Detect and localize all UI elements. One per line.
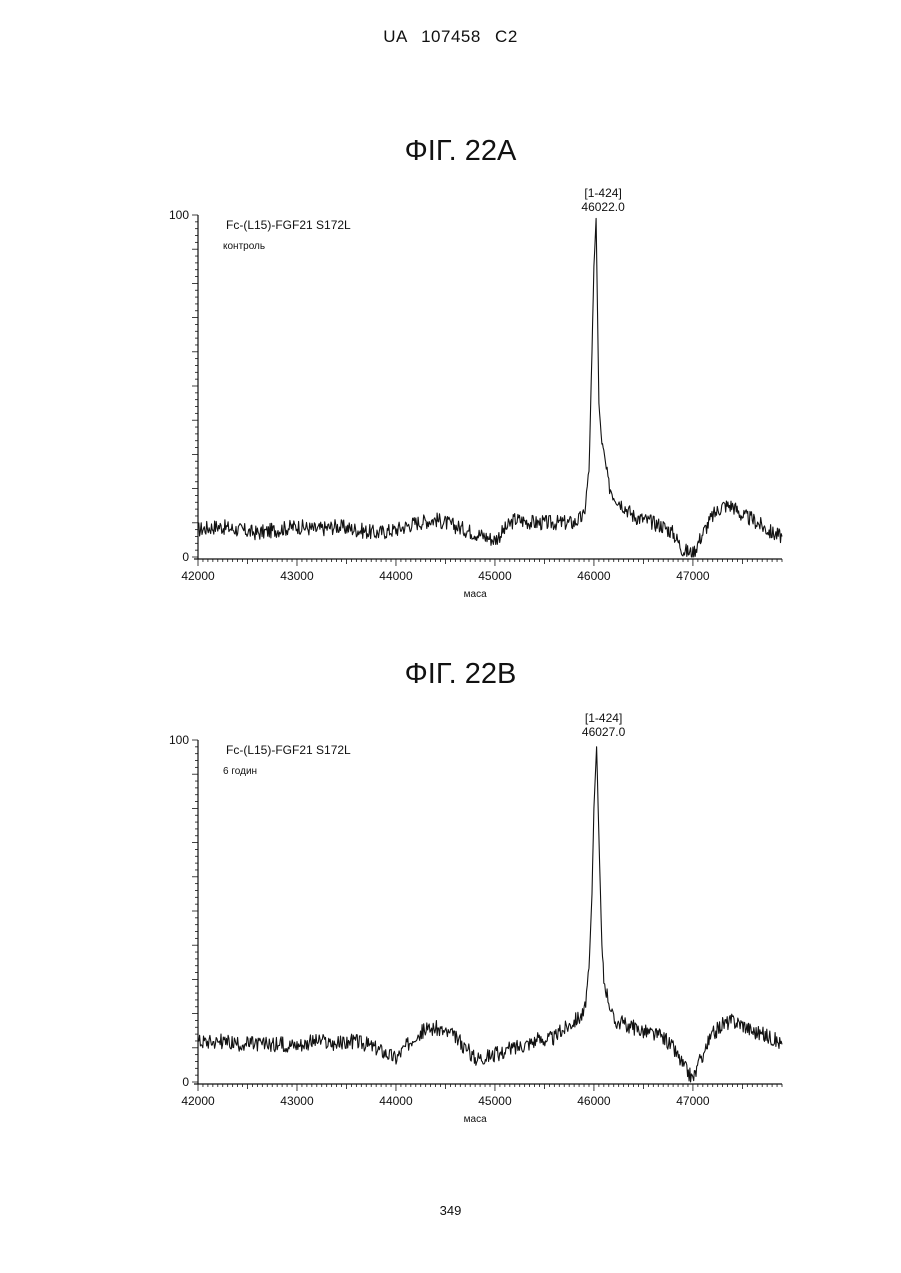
page-header: UA 107458 C2 (0, 27, 901, 47)
peak-range-label: [1-424] (584, 186, 621, 200)
x-tick-label: 44000 (379, 569, 413, 583)
x-tick-label: 47000 (676, 569, 710, 583)
spectrum-line (198, 218, 782, 557)
chart-figure-22a: 0 100 42000 43000 44000 45000 46000 47000 маса Fc… (0, 170, 901, 610)
sample-label: Fc-(L15)-FGF21 S172L (226, 218, 351, 232)
y-tick-label: 100 (169, 733, 189, 747)
condition-label: контроль (223, 241, 265, 252)
x-tick-label: 43000 (280, 569, 314, 583)
x-tick-label: 46000 (577, 1094, 611, 1108)
y-tick-label: 100 (169, 208, 189, 222)
x-tick-label: 44000 (379, 1094, 413, 1108)
x-tick-label: 45000 (478, 569, 512, 583)
y-tick-label: 0 (182, 550, 189, 564)
peak-range-label: [1-424] (585, 711, 622, 725)
peak-mass-label: 46022.0 (581, 200, 625, 214)
spectrum-line (198, 747, 782, 1082)
x-tick-label: 43000 (280, 1094, 314, 1108)
condition-label: 6 годин (223, 766, 257, 777)
peak-mass-label: 46027.0 (582, 725, 626, 739)
x-axis-label: маса (464, 589, 487, 600)
figure-a-title: ΦΙΓ. 22A (0, 135, 901, 168)
x-tick-label: 46000 (577, 569, 611, 583)
sample-label: Fc-(L15)-FGF21 S172L (226, 743, 351, 757)
figure-b-title: ΦΙΓ. 22B (0, 658, 901, 691)
x-tick-label: 42000 (181, 569, 215, 583)
x-tick-label: 42000 (181, 1094, 215, 1108)
x-axis-label: маса (464, 1114, 487, 1125)
x-tick-label: 47000 (676, 1094, 710, 1108)
chart-figure-22b: 0 100 42000 43000 44000 45000 46000 47000 маса Fc… (0, 695, 901, 1135)
page-number: 349 (0, 1203, 901, 1218)
x-tick-label: 45000 (478, 1094, 512, 1108)
y-tick-label: 0 (182, 1075, 189, 1089)
